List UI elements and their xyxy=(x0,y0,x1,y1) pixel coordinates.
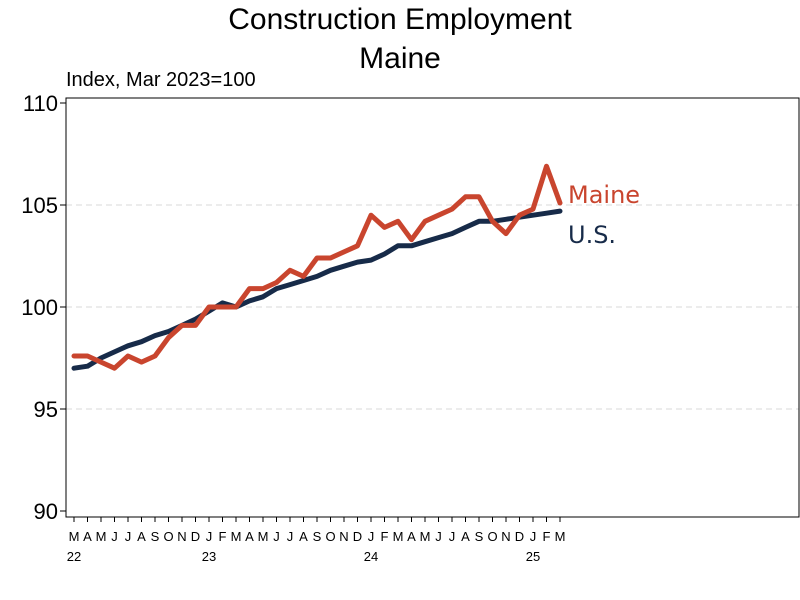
x-tick-label-18: S xyxy=(313,529,322,544)
x-tick-label-12: M xyxy=(231,529,242,544)
x-tick-label-25: A xyxy=(407,529,416,544)
x-year-label-23: 23 xyxy=(202,549,216,564)
x-tick-label-36: M xyxy=(555,529,566,544)
series-line-maine xyxy=(71,163,563,371)
x-tick-label-6: S xyxy=(151,529,160,544)
x-year-label-22: 22 xyxy=(67,549,81,564)
x-tick-label-9: D xyxy=(191,529,200,544)
y-tick-label-105: 105 xyxy=(21,193,58,218)
x-year-label-25: 25 xyxy=(526,549,540,564)
x-tick-label-11: F xyxy=(219,529,227,544)
x-tick-label-32: N xyxy=(501,529,510,544)
x-year-label-24: 24 xyxy=(364,549,378,564)
x-tick-label-24: M xyxy=(393,529,404,544)
series-line-us xyxy=(71,208,563,371)
x-tick-label-31: O xyxy=(487,529,497,544)
x-axis: M A M J J A S O N D J F M A M J J A S O N D J F M A M J J A S O N D J F M22 2… xyxy=(67,517,566,564)
series-lines xyxy=(71,163,563,371)
y-tick-label-90: 90 xyxy=(34,499,58,524)
chart-subtitle: Maine xyxy=(359,42,441,75)
x-tick-label-27: J xyxy=(435,529,442,544)
series-label-us: U.S. xyxy=(568,221,616,249)
x-tick-label-14: M xyxy=(258,529,269,544)
x-tick-label-21: D xyxy=(353,529,362,544)
x-tick-label-7: O xyxy=(163,529,173,544)
x-tick-label-1: A xyxy=(83,529,92,544)
gridlines xyxy=(66,204,799,410)
x-tick-label-26: M xyxy=(420,529,431,544)
x-tick-label-8: N xyxy=(177,529,186,544)
x-tick-label-19: O xyxy=(325,529,335,544)
x-tick-label-2: M xyxy=(96,529,107,544)
x-tick-label-33: D xyxy=(515,529,524,544)
x-tick-label-29: A xyxy=(461,529,470,544)
x-tick-label-4: J xyxy=(125,529,132,544)
x-tick-label-20: N xyxy=(339,529,348,544)
x-tick-label-3: J xyxy=(111,529,118,544)
x-tick-label-0: M xyxy=(69,529,80,544)
x-tick-label-34: J xyxy=(530,529,537,544)
x-tick-label-23: F xyxy=(381,529,389,544)
x-tick-label-35: F xyxy=(543,529,551,544)
x-tick-label-16: J xyxy=(287,529,294,544)
x-tick-label-17: A xyxy=(299,529,308,544)
y-tick-label-100: 100 xyxy=(21,295,58,320)
y-tick-label-95: 95 xyxy=(34,397,58,422)
x-tick-label-15: J xyxy=(273,529,280,544)
x-tick-label-13: A xyxy=(245,529,254,544)
y-axis: 90 95 100 105 110 xyxy=(21,91,66,524)
x-tick-label-28: J xyxy=(449,529,456,544)
y-axis-label: Index, Mar 2023=100 xyxy=(66,69,256,91)
chart-title: Construction Employment xyxy=(228,3,572,36)
x-tick-label-10: J xyxy=(206,529,213,544)
x-tick-label-22: J xyxy=(368,529,375,544)
series-labels: Maine U.S. xyxy=(568,181,640,249)
x-tick-label-30: S xyxy=(475,529,484,544)
series-label-maine: Maine xyxy=(568,181,640,209)
y-tick-label-110: 110 xyxy=(23,91,58,116)
x-tick-label-5: A xyxy=(137,529,146,544)
